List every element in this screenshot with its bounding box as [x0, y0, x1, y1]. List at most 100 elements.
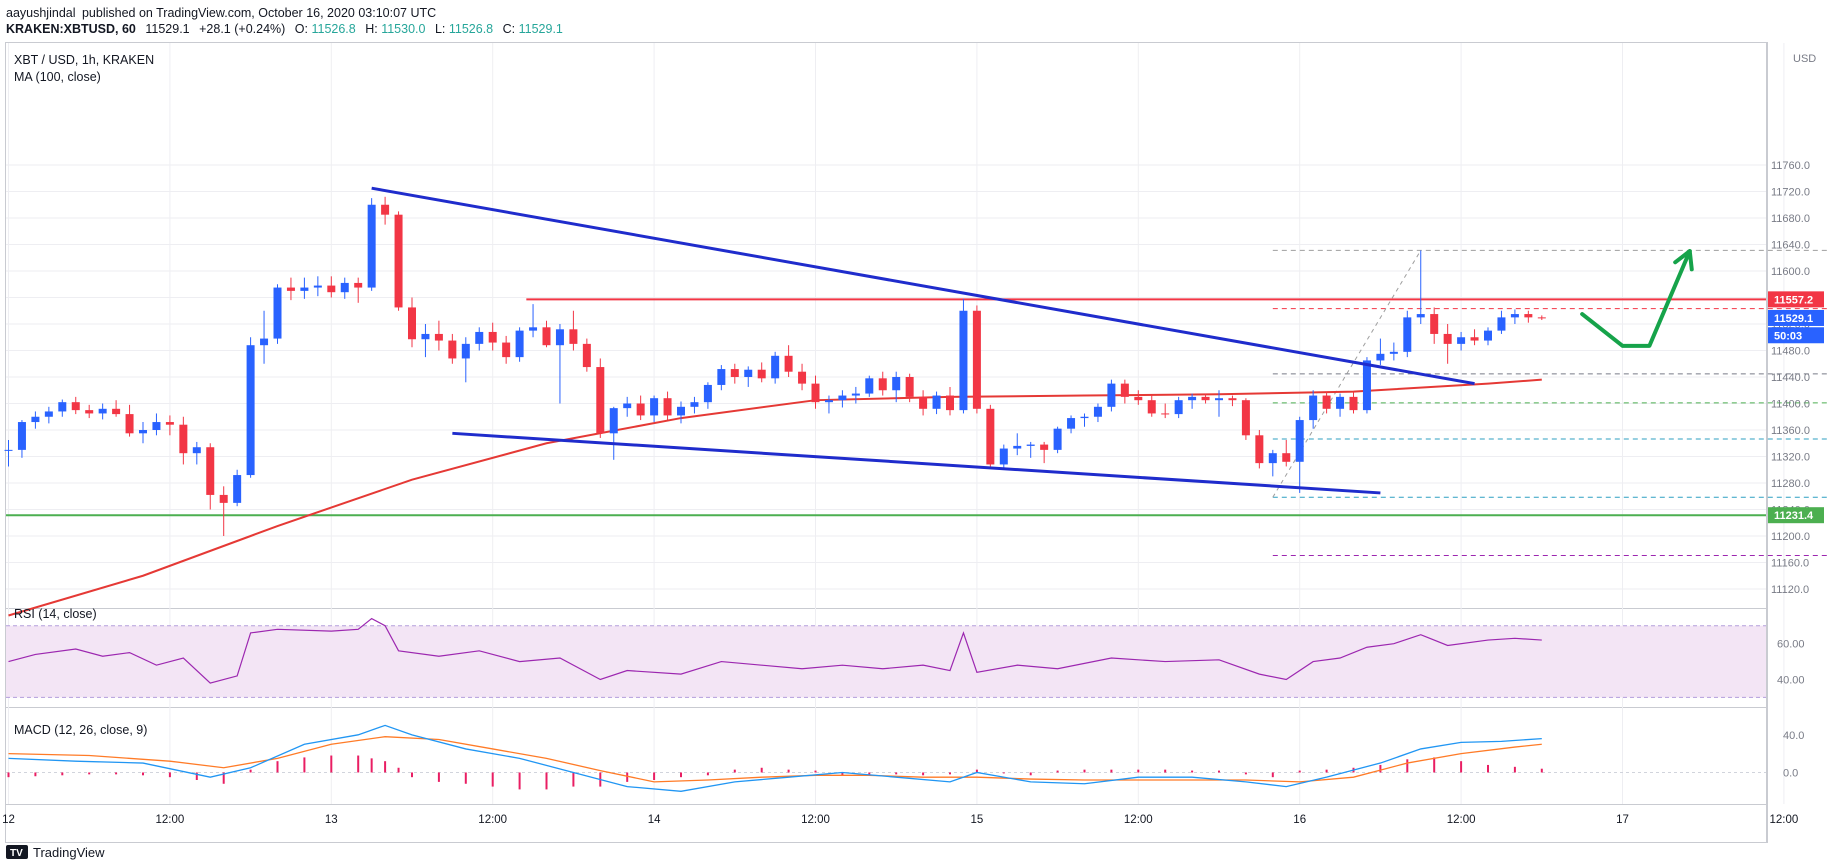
- tradingview-logo[interactable]: TV TradingView: [6, 845, 105, 860]
- projection-arrow[interactable]: [1580, 249, 1694, 348]
- candlestick-series: [4, 196, 1546, 536]
- candle-body: [919, 396, 928, 409]
- candle-body: [1336, 396, 1345, 409]
- candle-body: [488, 331, 497, 343]
- rsi-axis-label: 40.00: [1777, 675, 1805, 687]
- ma-legend[interactable]: MA (100, close): [14, 70, 101, 84]
- candle-body: [1309, 395, 1318, 421]
- time-axis-label: 12:00: [1447, 814, 1476, 826]
- projection-arrow-head[interactable]: [1673, 249, 1694, 272]
- candle-body: [246, 345, 255, 476]
- drawn-lines[interactable]: [6, 298, 1766, 517]
- price-axis-label: 11360.0: [1771, 425, 1810, 437]
- candle-body: [946, 395, 954, 411]
- candle-body: [999, 448, 1008, 465]
- candle-body: [851, 393, 860, 396]
- candle-body: [1093, 406, 1102, 417]
- price-axis-label: 11600.0: [1771, 266, 1810, 278]
- candle-body: [1026, 444, 1035, 446]
- candle-body: [367, 204, 376, 288]
- projection-arrow-path[interactable]: [1580, 249, 1692, 348]
- lower-trendline[interactable]: [452, 431, 1381, 495]
- rsi-axis-label: 60.00: [1777, 639, 1805, 651]
- candle-body: [1188, 396, 1197, 401]
- low-label: L:: [435, 22, 445, 36]
- price-axis-label: 11320.0: [1771, 452, 1810, 464]
- high-value: 11530.0: [381, 22, 425, 36]
- candle-body: [677, 406, 685, 416]
- candle-body: [17, 422, 26, 450]
- candle-body: [824, 400, 833, 403]
- price-badges: 11557.2 11529.1 50:03 11231.4: [1768, 291, 1824, 524]
- low-value: 11526.8: [449, 22, 493, 36]
- candle-body: [972, 310, 981, 409]
- tradingview-logo-icon: [6, 845, 28, 859]
- candle-body: [233, 475, 242, 503]
- candle-body: [273, 287, 282, 339]
- price-badge: [1768, 291, 1824, 308]
- candle-body: [636, 403, 645, 416]
- rsi-pane: [6, 617, 1766, 698]
- time-axis-label: 15: [971, 814, 984, 826]
- candle-body: [1510, 314, 1519, 318]
- candle-body: [1484, 330, 1492, 341]
- candle-body: [434, 333, 443, 341]
- candle-body: [179, 424, 188, 454]
- high-label: H:: [365, 22, 378, 36]
- candle-body: [85, 410, 94, 414]
- grid-lines: [6, 43, 1785, 804]
- trendlines[interactable]: [371, 186, 1475, 495]
- rsi-legend[interactable]: RSI (14, close): [14, 607, 97, 621]
- candle-body: [703, 384, 712, 403]
- candle-body: [44, 411, 53, 417]
- chart-frame: [5, 42, 1767, 843]
- candle-body: [878, 378, 887, 391]
- main-legend-title: XBT / USD, 1h, KRAKEN: [14, 53, 154, 67]
- svg-text:TV: TV: [10, 848, 23, 859]
- last-price: 11529.1: [145, 22, 189, 36]
- candle-body: [1107, 383, 1116, 407]
- upper-trendline[interactable]: [371, 186, 1475, 386]
- candle-body: [1080, 416, 1089, 419]
- candle-body: [1268, 453, 1277, 464]
- candle-body: [475, 331, 484, 344]
- time-axis-label: 12:00: [156, 814, 185, 826]
- price-change: +28.1 (+0.24%): [199, 22, 285, 36]
- price-badge-label: 11529.1: [1774, 313, 1813, 325]
- candle-body: [838, 395, 847, 401]
- rsi-band-fill: [6, 625, 1766, 698]
- rsi-line: [8, 617, 1542, 684]
- candle-body: [771, 355, 780, 379]
- close-label: C:: [503, 22, 516, 36]
- candle-body: [1416, 314, 1425, 318]
- candle-body: [609, 408, 618, 434]
- close-value: 11529.1: [519, 22, 563, 36]
- candle-body: [1053, 428, 1062, 450]
- candle-body: [905, 377, 914, 397]
- symbol-quote-line: KRAKEN:XBTUSD, 60 11529.1 +28.1 (+0.24%)…: [6, 22, 563, 36]
- candle-body: [1443, 333, 1452, 344]
- macd-legend[interactable]: MACD (12, 26, close, 9): [14, 723, 147, 737]
- candle-body: [139, 430, 147, 434]
- author-name[interactable]: aayushjindal: [6, 6, 76, 20]
- candle-body: [1537, 317, 1546, 319]
- candle-body: [1174, 400, 1183, 415]
- candle-body: [744, 369, 753, 377]
- candle-body: [596, 367, 605, 434]
- candle-body: [1524, 314, 1533, 318]
- time-axis-label: 17: [1616, 814, 1629, 826]
- candle-body: [811, 383, 820, 403]
- tradingview-brand: TradingView: [33, 845, 105, 860]
- candle-body: [1228, 398, 1237, 401]
- candle-body: [1201, 396, 1210, 401]
- axis-labels: 11120.011160.011200.011240.011280.011320…: [2, 53, 1816, 826]
- candle-body: [1241, 400, 1250, 436]
- candle-body: [1389, 351, 1398, 354]
- candle-body: [219, 494, 228, 503]
- candle-body: [313, 285, 322, 288]
- candle-body: [1013, 445, 1022, 449]
- published-text: published on TradingView.com, October 16…: [82, 6, 436, 20]
- time-axis-label: 12:00: [478, 814, 507, 826]
- candle-body: [582, 343, 591, 368]
